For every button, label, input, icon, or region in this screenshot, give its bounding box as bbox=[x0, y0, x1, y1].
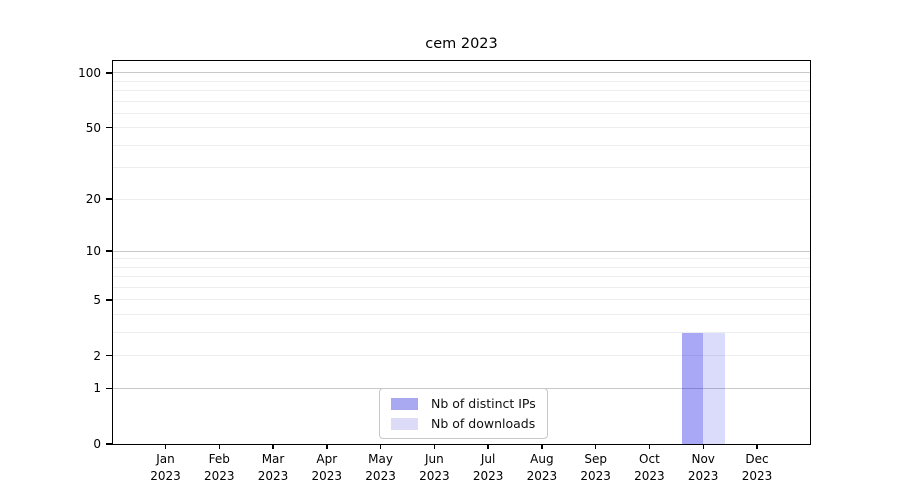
x-axis-tick bbox=[487, 444, 489, 449]
month-label: Jan bbox=[156, 452, 175, 466]
gridline-minor bbox=[113, 100, 810, 102]
y-axis-tick-label: 5 bbox=[93, 292, 101, 307]
x-axis-tick bbox=[326, 444, 328, 449]
x-axis-tick bbox=[648, 444, 651, 449]
x-axis-tick bbox=[272, 444, 274, 449]
x-axis-tick-label: Feb 2023 bbox=[187, 451, 251, 485]
gridline-minor bbox=[113, 286, 810, 288]
x-axis-tick bbox=[433, 444, 436, 449]
y-axis-tick bbox=[106, 198, 112, 200]
year-label: 2023 bbox=[580, 469, 611, 483]
x-axis-tick-label: Jan 2023 bbox=[134, 451, 198, 485]
year-label: 2023 bbox=[634, 469, 665, 483]
y-axis-tick bbox=[106, 299, 112, 301]
legend-swatch bbox=[391, 417, 418, 430]
legend: Nb of distinct IPs Nb of downloads bbox=[379, 388, 548, 439]
y-axis-tick bbox=[106, 354, 112, 357]
x-axis-tick bbox=[702, 444, 704, 449]
legend-swatch bbox=[391, 397, 418, 410]
x-axis-tick-label: Sep 2023 bbox=[564, 451, 628, 485]
year-label: 2023 bbox=[257, 469, 289, 483]
month-label: Jul bbox=[480, 452, 496, 466]
gridline-major bbox=[113, 250, 810, 252]
year-label: 2023 bbox=[472, 469, 504, 483]
gridline-minor bbox=[113, 355, 810, 357]
y-axis-tick-label: 100 bbox=[78, 65, 101, 80]
plot-area: Nb of distinct IPs Nb of downloads 0 1 2 5 10… bbox=[78, 60, 811, 483]
x-axis-tick bbox=[594, 444, 597, 449]
x-axis-tick bbox=[541, 444, 543, 449]
month-label: Nov bbox=[691, 452, 715, 466]
legend-entry-label: Nb of distinct IPs bbox=[431, 396, 536, 411]
x-axis-tick-label: Dec 2023 bbox=[725, 451, 789, 485]
year-label: 2023 bbox=[526, 469, 558, 483]
y-axis-tick bbox=[106, 72, 112, 74]
y-axis-tick bbox=[106, 250, 112, 252]
gridline-major bbox=[113, 72, 810, 74]
gridline-minor bbox=[113, 80, 810, 82]
gridline-minor bbox=[113, 258, 810, 260]
y-axis-tick-label: 10 bbox=[85, 244, 101, 259]
x-axis-tick bbox=[756, 444, 758, 449]
gridline-minor bbox=[113, 314, 810, 316]
y-axis-tick bbox=[106, 127, 112, 129]
y-axis-tick bbox=[106, 387, 112, 389]
gridline-minor bbox=[113, 144, 810, 146]
y-axis-tick bbox=[106, 443, 112, 445]
year-label: 2023 bbox=[687, 469, 719, 483]
x-axis-tick-label: Aug 2023 bbox=[510, 451, 574, 485]
gridline-minor bbox=[113, 198, 810, 200]
chart-title: cem 2023 bbox=[425, 36, 498, 52]
year-label: 2023 bbox=[419, 469, 450, 483]
x-axis-tick-label: Jul 2023 bbox=[456, 451, 520, 485]
x-axis-tick-label: May 2023 bbox=[349, 451, 413, 485]
month-label: Oct bbox=[639, 452, 660, 466]
legend-entry-label: Nb of downloads bbox=[431, 416, 536, 431]
legend-entry: Nb of downloads bbox=[391, 416, 536, 431]
y-axis-tick-label: 50 bbox=[85, 120, 101, 135]
x-axis-tick bbox=[379, 444, 382, 449]
month-label: Aug bbox=[530, 452, 554, 466]
year-label: 2023 bbox=[741, 469, 773, 483]
y-axis-tick-label: 1 bbox=[93, 381, 101, 396]
gridline-minor bbox=[113, 276, 810, 278]
month-label: Feb bbox=[208, 452, 230, 466]
bar-downloads bbox=[703, 332, 725, 444]
month-label: Mar bbox=[261, 452, 285, 466]
gridline-minor bbox=[113, 127, 810, 129]
x-axis-tick bbox=[218, 444, 220, 449]
y-axis-tick-label: 0 bbox=[93, 437, 101, 451]
gridline-minor bbox=[113, 90, 810, 92]
x-axis-tick-label: Jun 2023 bbox=[402, 451, 466, 485]
x-axis-tick-label: Oct 2023 bbox=[617, 451, 681, 485]
year-label: 2023 bbox=[203, 469, 235, 483]
gridline-minor bbox=[113, 299, 810, 301]
y-axis-tick-label: 20 bbox=[85, 192, 101, 207]
y-axis-tick-label: 2 bbox=[93, 348, 101, 363]
gridline-minor bbox=[113, 266, 810, 268]
year-label: 2023 bbox=[365, 469, 396, 483]
x-axis-tick-label: Apr 2023 bbox=[295, 451, 359, 485]
month-label: Sep bbox=[584, 452, 607, 466]
month-label: Jun bbox=[424, 452, 444, 466]
bar-distinct-ips bbox=[681, 332, 704, 444]
gridline-minor bbox=[113, 332, 810, 333]
month-label: Dec bbox=[745, 452, 769, 466]
month-label: May bbox=[368, 452, 393, 466]
month-label: Apr bbox=[316, 452, 338, 466]
year-label: 2023 bbox=[150, 469, 181, 483]
x-axis-tick bbox=[164, 444, 167, 449]
gridline-minor bbox=[113, 112, 810, 114]
x-axis-tick-label: Mar 2023 bbox=[241, 451, 305, 485]
x-axis-tick-label: Nov 2023 bbox=[671, 451, 735, 485]
legend-entry: Nb of distinct IPs bbox=[391, 396, 536, 411]
year-label: 2023 bbox=[311, 469, 343, 483]
gridline-minor bbox=[113, 167, 810, 169]
